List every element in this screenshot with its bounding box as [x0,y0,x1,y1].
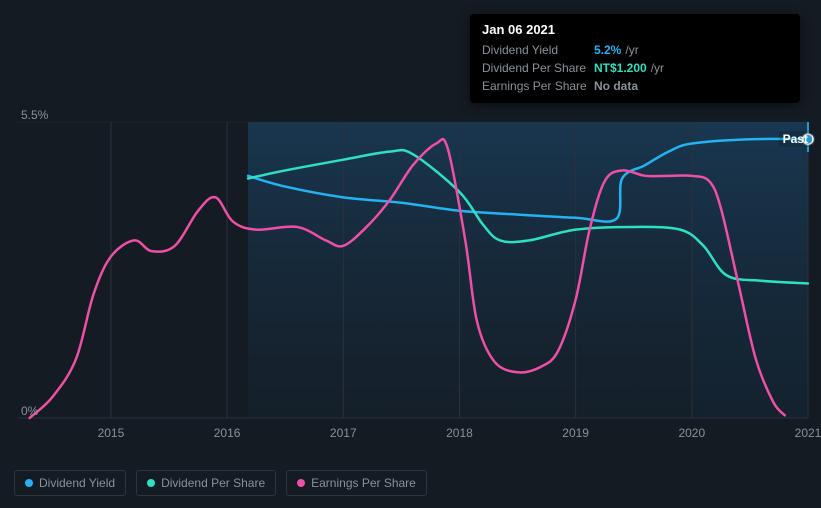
legend-dot-icon [297,479,305,487]
shaded-region [248,122,808,418]
tooltip-row-value: No data [594,77,638,95]
x-tick-label: 2020 [678,426,705,440]
past-badge: Past [779,131,812,147]
tooltip-row-unit: /yr [651,59,664,77]
chart-legend: Dividend Yield Dividend Per Share Earnings… [14,470,427,496]
y-tick-label: 0% [21,404,38,418]
x-tick-label: 2017 [330,426,357,440]
x-tick-label: 2016 [214,426,241,440]
tooltip-row: Earnings Per ShareNo data [482,77,788,95]
tooltip-date: Jan 06 2021 [482,22,788,37]
legend-item-dividend_per_share[interactable]: Dividend Per Share [136,470,276,496]
tooltip-row: Dividend Per ShareNT$1.200/yr [482,59,788,77]
y-tick-label: 5.5% [21,108,48,122]
legend-item-earnings_per_share[interactable]: Earnings Per Share [286,470,427,496]
tooltip-row-label: Earnings Per Share [482,77,594,95]
tooltip-row-label: Dividend Yield [482,41,594,59]
hover-tooltip: Jan 06 2021 Dividend Yield5.2%/yrDividen… [470,14,800,103]
tooltip-row: Dividend Yield5.2% /yr [482,41,788,59]
legend-dot-icon [25,479,33,487]
tooltip-row-value: 5.2% [594,41,621,59]
legend-item-label: Earnings Per Share [311,476,416,490]
dividend-chart: 0% 5.5% 2015 2016 2017 2018 2019 2020 2021 Past… [0,0,821,508]
x-tick-label: 2021 [795,426,821,440]
legend-item-label: Dividend Per Share [161,476,265,490]
tooltip-row-unit: /yr [625,41,638,59]
x-tick-label: 2018 [446,426,473,440]
legend-dot-icon [147,479,155,487]
x-tick-label: 2019 [562,426,589,440]
tooltip-row-value: NT$1.200 [594,59,647,77]
tooltip-row-label: Dividend Per Share [482,59,594,77]
legend-item-label: Dividend Yield [39,476,115,490]
legend-item-dividend_yield[interactable]: Dividend Yield [14,470,126,496]
x-tick-label: 2015 [98,426,125,440]
